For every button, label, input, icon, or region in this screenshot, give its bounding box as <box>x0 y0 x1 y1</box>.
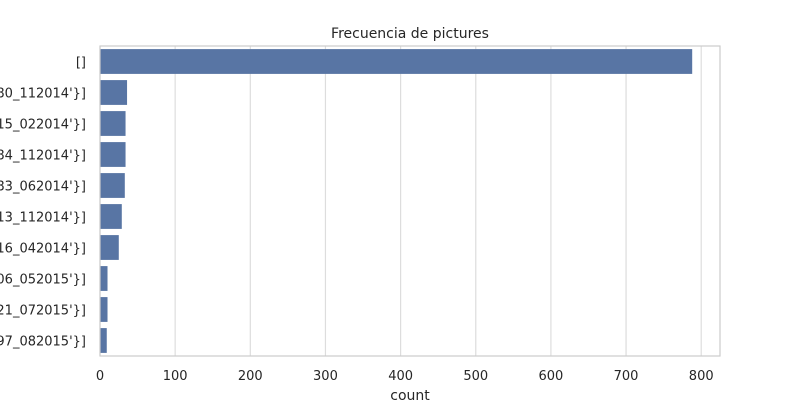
x-tick-label: 100 <box>163 369 188 384</box>
bar <box>100 266 108 291</box>
plot-frame <box>99 45 721 357</box>
y-tick-label: 21_072015'}] <box>0 304 86 319</box>
bar <box>100 49 693 74</box>
bar <box>100 297 108 322</box>
y-tick-label: 80_112014'}] <box>0 87 86 102</box>
x-tick-label: 800 <box>689 369 714 384</box>
y-tick-label: 16_042014'}] <box>0 242 86 257</box>
bar <box>100 173 125 198</box>
grid-layer <box>99 46 702 356</box>
x-tick-label: 200 <box>238 369 263 384</box>
bar <box>100 142 126 167</box>
x-tick-label: 300 <box>313 369 338 384</box>
bar <box>100 80 128 105</box>
chart-title: Frecuencia de pictures <box>331 26 489 42</box>
x-tick-labels: 0 100 200 300 400 500 600 700 800 <box>96 369 714 384</box>
x-tick-label: 400 <box>388 369 413 384</box>
bar <box>100 328 107 353</box>
y-tick-label: 84_112014'}] <box>0 149 86 164</box>
y-tick-label: 15_022014'}] <box>0 118 86 133</box>
x-tick-label: 0 <box>96 369 104 384</box>
bar <box>100 204 122 229</box>
y-tick-label: 13_112014'}] <box>0 211 86 226</box>
x-tick-label: 600 <box>538 369 563 384</box>
y-tick-labels: [] 80_112014'}] 15_022014'}] 84_112014'}] 83… <box>0 56 86 350</box>
y-tick-label: [] <box>76 56 86 71</box>
x-tick-label: 500 <box>463 369 488 384</box>
bars-layer <box>100 49 693 353</box>
x-axis-label: count <box>390 388 430 400</box>
y-tick-label: 97_082015'}] <box>0 335 86 350</box>
bar <box>100 235 119 260</box>
y-tick-label: 06_052015'}] <box>0 273 86 288</box>
x-tick-label: 700 <box>614 369 639 384</box>
bar <box>100 111 126 136</box>
y-tick-label: 83_062014'}] <box>0 180 86 195</box>
